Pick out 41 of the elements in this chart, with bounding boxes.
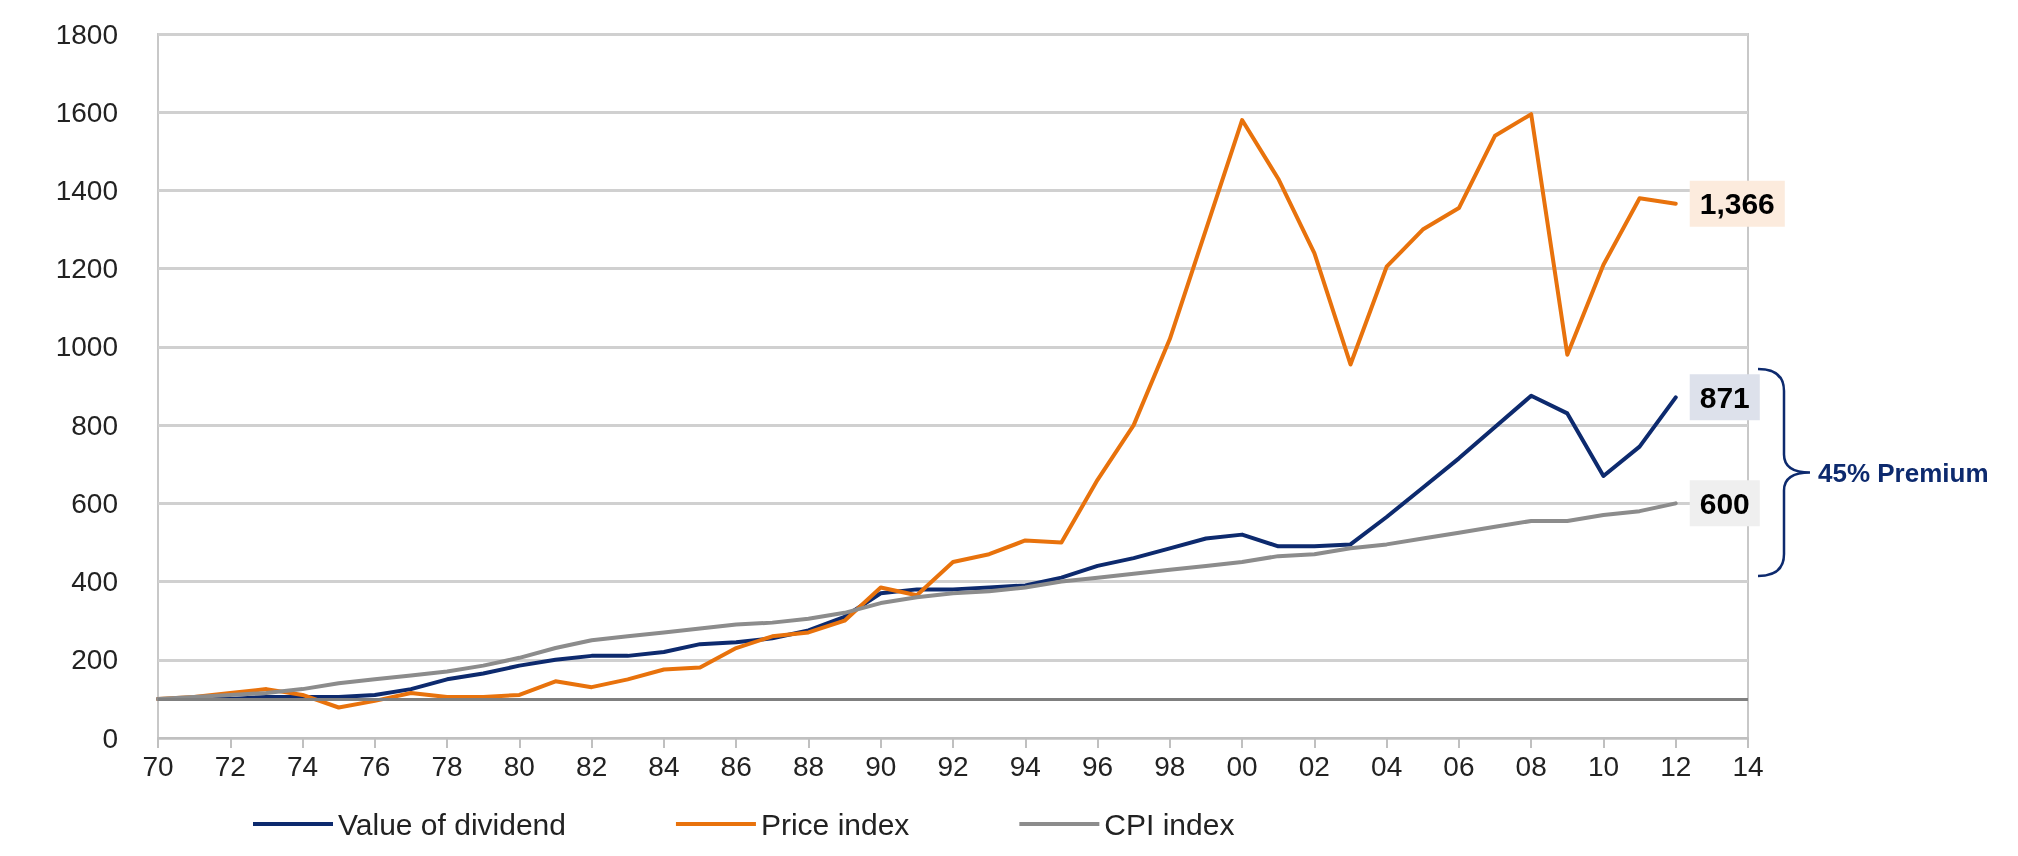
text: 45% Premium [1818, 457, 1989, 489]
legend-label: Price index [760, 807, 910, 841]
y-tick-label: 0 [102, 722, 118, 754]
y-tick-label: 1800 [55, 18, 118, 50]
data-label: 1,366 [1699, 187, 1775, 221]
legend-label: Value of dividend [338, 807, 566, 841]
x-tick-label: 88 [792, 750, 825, 782]
data-label: 600 [1699, 486, 1750, 520]
x-tick-label: 92 [937, 750, 969, 782]
x-tick-label: 98 [1154, 750, 1186, 782]
y-tick-label: 1400 [55, 174, 118, 206]
data-label: 871 [1699, 380, 1750, 414]
x-tick-label: 02 [1298, 750, 1330, 782]
x-tick-label: 84 [648, 750, 680, 782]
legend-label: CPI index [1104, 807, 1235, 841]
y-tick-label: 1000 [55, 331, 118, 363]
x-tick-label: 10 [1587, 750, 1620, 782]
y-tick-label: 600 [71, 487, 118, 519]
y-tick-label: 800 [71, 409, 118, 441]
x-tick-label: 06 [1443, 750, 1475, 782]
x-tick-label: 08 [1515, 750, 1547, 782]
x-tick-label: 94 [1009, 750, 1041, 782]
x-tick-label: 72 [214, 750, 246, 782]
x-tick-label: 04 [1371, 750, 1403, 782]
x-tick-label: 74 [286, 750, 319, 782]
y-tick-label: 1600 [55, 96, 118, 128]
x-tick-label: 78 [431, 750, 463, 782]
y-tick-label: 200 [71, 644, 118, 676]
x-tick-label: 70 [142, 750, 174, 782]
y-tick-label: 1200 [55, 253, 118, 285]
x-tick-label: 96 [1081, 750, 1114, 782]
x-tick-label: 00 [1226, 750, 1258, 782]
x-tick-label: 80 [503, 750, 535, 782]
y-tick-label: 400 [71, 566, 118, 598]
line-series [156, 501, 1678, 701]
x-tick-label: 82 [576, 750, 608, 782]
x-tick-label: 90 [865, 750, 897, 782]
x-tick-label: 14 [1732, 750, 1764, 782]
x-tick-label: 76 [359, 750, 391, 782]
x-tick-label: 86 [720, 750, 752, 782]
x-tick-label: 12 [1660, 750, 1692, 782]
